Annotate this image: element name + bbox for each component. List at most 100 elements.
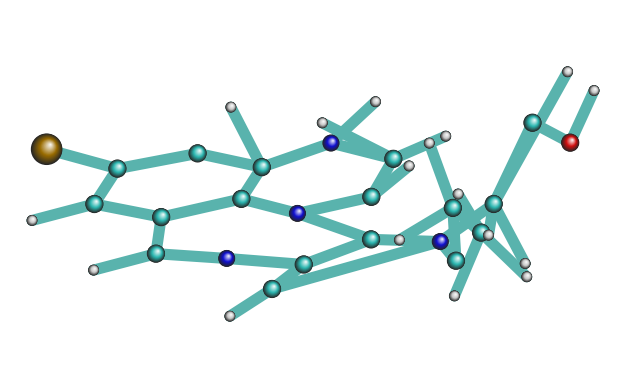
Circle shape: [447, 252, 465, 270]
Circle shape: [192, 146, 205, 159]
Circle shape: [118, 165, 121, 168]
Circle shape: [450, 291, 459, 300]
Circle shape: [451, 203, 458, 209]
Circle shape: [397, 236, 403, 242]
Circle shape: [87, 196, 102, 211]
Circle shape: [29, 217, 36, 223]
Circle shape: [492, 199, 498, 205]
Circle shape: [294, 208, 303, 217]
Circle shape: [525, 261, 528, 263]
Circle shape: [371, 193, 375, 197]
Circle shape: [565, 68, 572, 74]
Circle shape: [446, 134, 448, 135]
Circle shape: [196, 148, 202, 155]
Circle shape: [90, 266, 98, 273]
Circle shape: [150, 246, 163, 260]
Circle shape: [189, 145, 206, 162]
Circle shape: [236, 192, 248, 204]
Circle shape: [319, 119, 327, 126]
Circle shape: [229, 104, 234, 109]
Circle shape: [565, 136, 577, 148]
Circle shape: [565, 68, 571, 74]
Circle shape: [404, 161, 414, 171]
Circle shape: [526, 274, 530, 277]
Circle shape: [321, 120, 326, 124]
Circle shape: [455, 190, 462, 197]
Circle shape: [386, 151, 401, 166]
Circle shape: [454, 204, 456, 206]
Circle shape: [232, 105, 233, 106]
Circle shape: [367, 234, 377, 242]
Circle shape: [298, 257, 310, 270]
Circle shape: [327, 137, 336, 146]
Circle shape: [483, 230, 494, 240]
Circle shape: [322, 120, 325, 123]
Circle shape: [396, 236, 404, 243]
Circle shape: [227, 255, 230, 258]
Circle shape: [454, 190, 463, 197]
Circle shape: [267, 282, 279, 294]
Circle shape: [27, 215, 37, 225]
Circle shape: [487, 232, 491, 236]
Circle shape: [38, 137, 58, 158]
Circle shape: [369, 234, 376, 242]
Circle shape: [29, 216, 36, 223]
Circle shape: [230, 104, 233, 107]
Circle shape: [257, 160, 269, 172]
Circle shape: [532, 119, 536, 123]
Circle shape: [317, 118, 327, 128]
Circle shape: [96, 201, 97, 202]
Circle shape: [297, 210, 301, 213]
Circle shape: [89, 265, 98, 275]
Circle shape: [113, 162, 124, 173]
Circle shape: [450, 291, 459, 300]
Circle shape: [254, 159, 270, 175]
Circle shape: [260, 163, 266, 168]
Circle shape: [38, 137, 58, 158]
Circle shape: [486, 196, 502, 211]
Circle shape: [32, 134, 61, 164]
Circle shape: [458, 191, 461, 194]
Circle shape: [523, 272, 531, 280]
Circle shape: [198, 150, 200, 152]
Circle shape: [225, 312, 235, 320]
Circle shape: [298, 210, 300, 212]
Circle shape: [454, 256, 461, 262]
Circle shape: [297, 256, 312, 271]
Circle shape: [523, 260, 528, 265]
Circle shape: [457, 191, 461, 195]
Circle shape: [374, 98, 379, 104]
Circle shape: [424, 138, 434, 148]
Circle shape: [488, 232, 491, 236]
Circle shape: [364, 231, 379, 247]
Circle shape: [477, 226, 487, 237]
Circle shape: [195, 148, 203, 156]
Circle shape: [453, 204, 456, 208]
Circle shape: [331, 139, 334, 143]
Circle shape: [296, 256, 312, 272]
Circle shape: [270, 284, 277, 290]
Circle shape: [155, 210, 168, 223]
Circle shape: [260, 162, 267, 169]
Circle shape: [225, 311, 235, 321]
Circle shape: [456, 191, 461, 196]
Circle shape: [486, 232, 492, 237]
Circle shape: [88, 197, 101, 210]
Circle shape: [226, 102, 236, 112]
Circle shape: [220, 251, 234, 265]
Circle shape: [435, 235, 447, 247]
Circle shape: [521, 259, 530, 267]
Circle shape: [367, 191, 377, 201]
Circle shape: [225, 311, 235, 321]
Circle shape: [110, 160, 126, 177]
Circle shape: [272, 285, 276, 289]
Circle shape: [376, 99, 377, 102]
Circle shape: [297, 210, 301, 213]
Circle shape: [230, 105, 233, 107]
Circle shape: [562, 66, 573, 77]
Circle shape: [523, 272, 531, 281]
Circle shape: [365, 232, 378, 245]
Circle shape: [594, 88, 596, 90]
Circle shape: [195, 148, 203, 156]
Circle shape: [436, 236, 446, 246]
